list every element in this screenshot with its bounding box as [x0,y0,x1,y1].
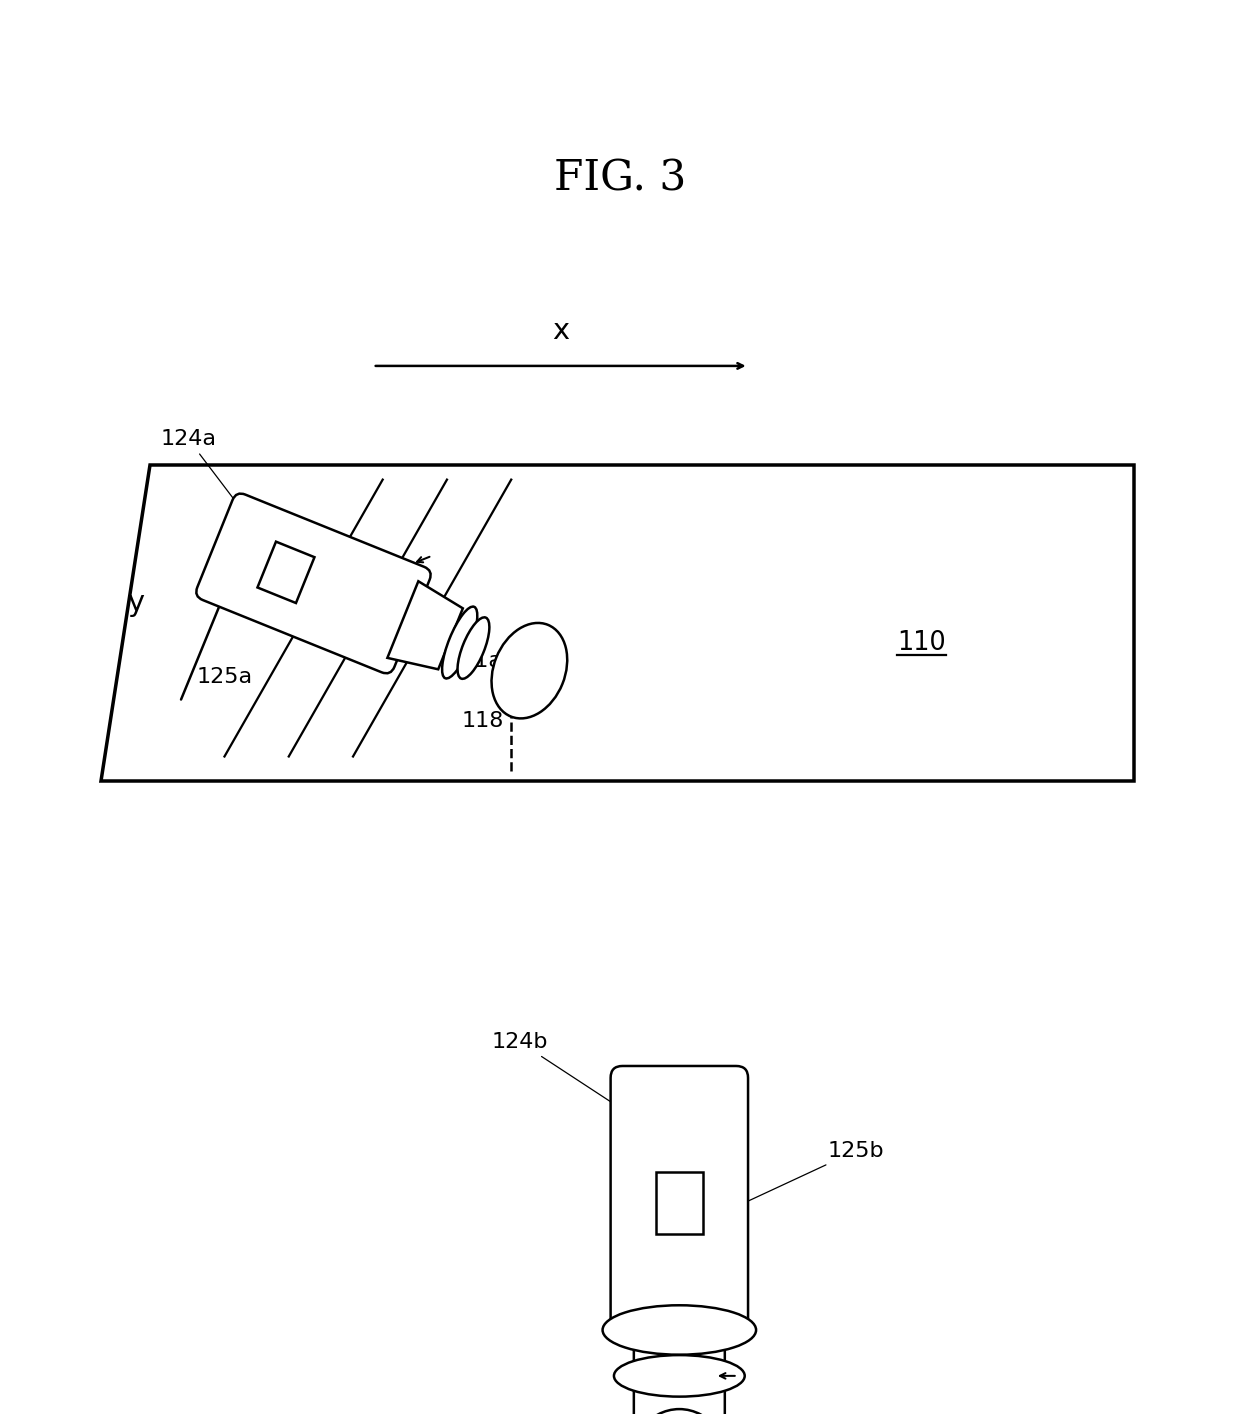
Text: y: y [126,589,144,617]
Ellipse shape [491,623,567,718]
Text: 141a: 141a [446,636,503,671]
Text: 124a: 124a [160,429,263,536]
Ellipse shape [458,617,490,678]
Ellipse shape [603,1305,756,1355]
Polygon shape [258,542,315,603]
Text: 124b: 124b [491,1032,647,1126]
Text: 110: 110 [897,630,946,656]
Ellipse shape [614,1355,745,1396]
FancyBboxPatch shape [196,493,430,674]
Text: 125b: 125b [739,1140,884,1206]
FancyBboxPatch shape [610,1066,748,1342]
FancyBboxPatch shape [634,1340,725,1421]
Text: x: x [552,317,569,346]
Text: 118: 118 [461,711,511,731]
Ellipse shape [443,607,477,678]
Text: 125a: 125a [196,667,253,687]
Polygon shape [656,1172,703,1234]
Polygon shape [387,582,463,670]
Polygon shape [100,465,1135,781]
Text: FIG. 3: FIG. 3 [554,156,686,199]
Ellipse shape [622,1409,737,1422]
